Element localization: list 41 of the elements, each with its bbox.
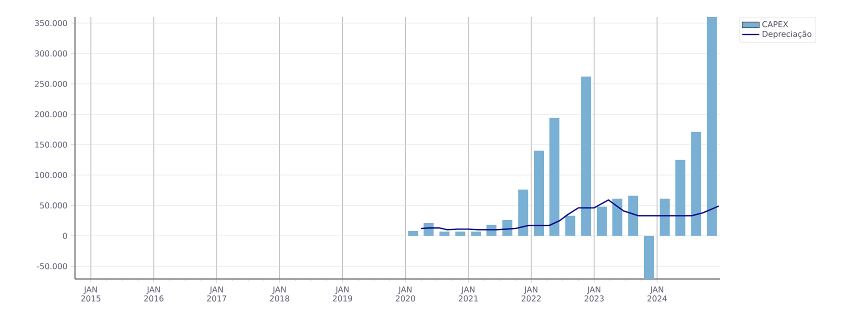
y-tick-label: 150.000 [35, 142, 67, 148]
bar [706, 16, 717, 236]
x-tick-label: JAN 2021 [458, 286, 478, 302]
y-tick-label: 300.000 [35, 50, 67, 56]
bar [549, 118, 560, 236]
x-tick-label: JAN 2019 [332, 286, 352, 302]
x-tick-label: JAN 2024 [647, 286, 667, 302]
bar [408, 230, 418, 236]
bar [502, 220, 512, 236]
bar [675, 160, 686, 236]
bar [439, 232, 450, 236]
bar [581, 76, 592, 236]
y-tick-label: 50.000 [40, 202, 67, 208]
bar [534, 150, 544, 236]
x-tick-label: JAN 2016 [144, 286, 164, 302]
bar [628, 196, 638, 236]
bar [644, 236, 654, 279]
x-tick-label: JAN 2023 [584, 286, 604, 302]
bar [455, 232, 466, 236]
bar [565, 216, 576, 236]
legend-label: Depreciação [762, 30, 812, 39]
y-tick-label: 350.000 [35, 20, 67, 26]
y-tick-label: 250.000 [35, 80, 67, 87]
y-tick-label: 100.000 [35, 172, 67, 178]
y-tick-label: 200.000 [35, 111, 67, 118]
bar [660, 198, 670, 236]
bar [612, 198, 622, 236]
line-series [420, 199, 720, 230]
bar [471, 232, 482, 236]
legend-label: CAPEX [762, 21, 788, 28]
bar [518, 190, 528, 236]
x-tick-label: JAN 2020 [396, 286, 416, 302]
y-tick-label: -50.000 [37, 263, 67, 270]
bar [424, 223, 434, 236]
x-tick-label: JAN 2015 [81, 286, 100, 302]
bar [691, 132, 702, 236]
bar [596, 206, 607, 236]
y-tick-label: 0 [62, 232, 67, 239]
x-tick-label: JAN 2018 [270, 286, 290, 302]
x-tick-label: JAN 2017 [207, 286, 226, 302]
x-tick-label: JAN 2022 [522, 286, 541, 302]
